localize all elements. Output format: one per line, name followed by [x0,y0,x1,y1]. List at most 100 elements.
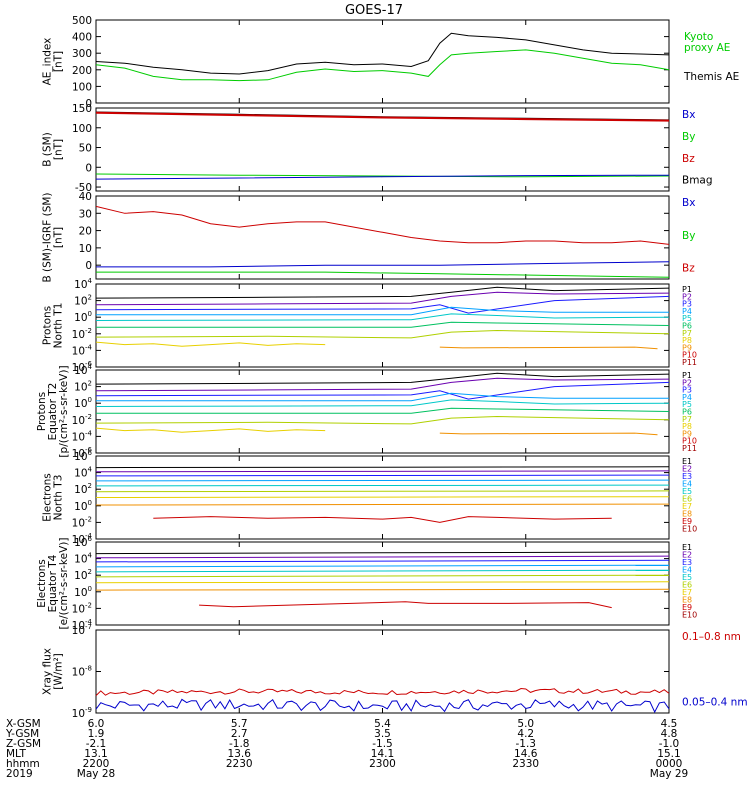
series-p4 [96,392,669,402]
series-e4 [95,564,670,568]
y-tick-label: 0 [85,162,92,174]
series-e3 [95,559,670,563]
y-tick-label: 10-4 [72,343,93,357]
x-tick-label: 15.1 [657,748,680,760]
x-tick-label: 2230 [226,758,253,770]
series-p6 [96,407,670,414]
legend-entry: Bx [682,109,695,121]
legend-entry: E9 [682,517,692,526]
series-p2 [95,291,670,306]
series-p7 [95,415,670,425]
legend-entry: 0.1–0.8 nm [682,631,741,643]
y-axis-label: North T3 [53,475,65,521]
legend-entry: E4 [682,566,692,575]
y-tick-label: 106 [74,449,92,463]
series-by [95,173,670,178]
series-e2 [95,555,670,559]
legend-entry: E1 [682,543,692,552]
legend-entry: P3 [682,386,692,395]
x-row-label: 2019 [6,768,33,780]
legend-entry: P9 [682,343,692,352]
series-p9 [439,346,658,350]
series-e1 [95,551,670,555]
y-tick-label: 104 [74,363,92,377]
series-p8 [95,427,326,433]
x-tick-label: 4.8 [661,728,678,740]
series-p1 [95,372,670,385]
panel-pnorth: 104 102 100 10-2 10-4 10-6 Protons North T1 P1P2… [42,277,698,374]
y-tick-label: 10-4 [72,618,93,632]
series-e4 [95,479,670,482]
series-themis-ae [95,32,670,75]
x-tick-label: 2330 [512,758,539,770]
legend-entry: P8 [682,422,692,431]
x-tick-label: 1.9 [88,728,105,740]
x-tick-label: 2.7 [231,728,248,740]
y-tick-label: 200 [72,65,92,77]
legend-entry: E3 [682,558,692,567]
y-tick-label: 10-2 [72,515,92,529]
series-e3 [95,474,670,477]
y-tick-label: 100 [74,396,92,410]
y-axis-label: [p/(cm²-s-sr-keV)] [58,365,70,457]
series-0-1-0-8-nm [95,687,670,696]
panel-bsm: -50 0 50 100 150 B (SM) [nT] Bx By Bz Bmag [42,103,713,194]
y-tick-label: 100 [74,585,92,599]
legend-entry: E4 [682,480,692,489]
series-e7 [95,496,670,498]
y-tick-label: 150 [72,103,92,115]
legend-entry: P10 [682,351,697,360]
series-e5 [95,484,670,487]
legend-entry: E9 [682,603,692,612]
series-kyoto-proxy-ae [95,49,670,82]
y-tick-label: 10-6 [72,446,93,460]
legend-entry: P10 [682,437,697,446]
series-e8 [95,588,670,591]
y-axis-label: Equator T2 [47,383,59,441]
x-tick-label: 14.1 [371,748,394,760]
legend-entry: P9 [682,429,692,438]
y-axis-label: Protons [36,392,48,431]
y-tick-label: 400 [72,32,92,44]
series-bx [95,174,670,180]
legend-entry: Bx [682,197,695,209]
panel-dbsm: 0 10 20 30 40 B (SM)-IGRF (SM) [nT] Bx By Bz [42,191,696,283]
x-tick-label: 4.5 [661,718,678,730]
legend-entry: P6 [682,408,692,417]
legend-entry: Themis AE [683,71,739,83]
x-tick-label: 5.4 [374,718,391,730]
legend-entry: P5 [682,400,692,409]
y-tick-label: 102 [74,294,92,308]
y-tick-label: 50 [79,143,92,155]
x-tick-label: 5.0 [517,718,534,730]
legend-entry: Bz [682,153,695,165]
legend-entry: By [682,131,695,143]
y-axis-label: B (SM)-IGRF (SM) [42,192,54,282]
y-axis-label: North T1 [53,303,65,349]
y-axis-label: [nT] [53,227,65,248]
legend-entry: E2 [682,465,692,474]
y-axis-label: [W/m²] [53,653,65,690]
series-e9 [153,516,612,523]
legend-entry: P2 [682,292,692,301]
x-row-label: MLT [6,748,26,760]
series-e9 [199,601,612,609]
y-tick-label: 500 [72,15,92,27]
panel-xray: 10-7 10-8 10-9 Xray flux [W/m²] 0.1–0.8 nm 0.0… [42,623,748,720]
y-tick-label: 100 [72,81,92,93]
y-tick-label: 100 [74,310,92,324]
legend-entry: P11 [682,358,697,367]
y-axis-label: Xray flux [42,648,54,695]
series-p4 [96,306,669,316]
series-e6 [95,574,670,578]
x-tick-label: -2.1 [86,738,107,750]
y-tick-label: -50 [75,182,92,194]
series-bx [96,261,670,268]
series-by [96,271,670,278]
y-axis-label: Protons [42,306,54,345]
legend-entry: P2 [682,378,692,387]
y-axis-label: [nT] [53,51,65,72]
x-row-label: Z-GSM [6,738,41,750]
series-p2 [95,377,670,392]
